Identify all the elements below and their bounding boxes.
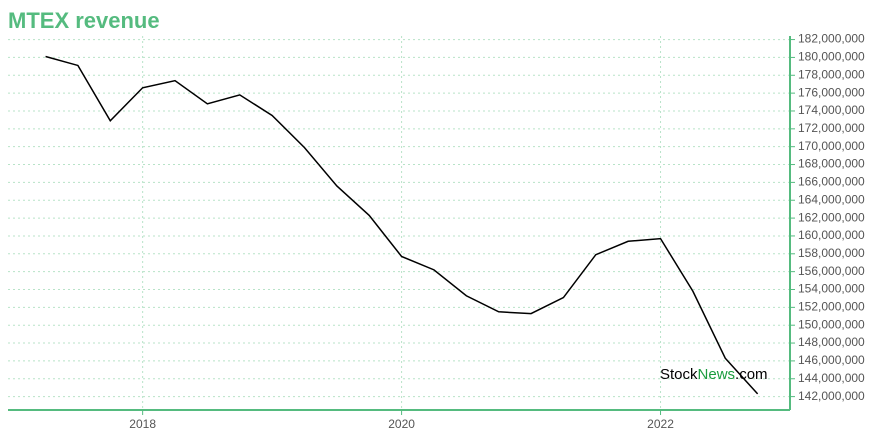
watermark: StockNews.com xyxy=(660,366,768,383)
line xyxy=(45,55,759,395)
y-tick-label: 156,000,000 xyxy=(798,264,865,278)
y-tick-label: 172,000,000 xyxy=(798,121,865,135)
watermark-part: News xyxy=(698,366,736,383)
y-tick-label: 150,000,000 xyxy=(798,317,865,331)
y-tick-label: 170,000,000 xyxy=(798,139,865,153)
y-tick-label: 162,000,000 xyxy=(798,210,865,224)
y-tick-label: 146,000,000 xyxy=(798,353,865,367)
y-tick-label: 166,000,000 xyxy=(798,175,865,189)
y-tick-label: 148,000,000 xyxy=(798,335,865,349)
y-tick-label: 182,000,000 xyxy=(798,32,865,46)
y-tick-label: 144,000,000 xyxy=(798,371,865,385)
y-tick-label: 142,000,000 xyxy=(798,389,865,403)
y-tick-label: 158,000,000 xyxy=(798,246,865,260)
x-tick-label: 2020 xyxy=(388,417,415,431)
x-tick-label: 2022 xyxy=(647,417,674,431)
chart-title: MTEX revenue xyxy=(8,8,160,33)
watermark-part: Stock xyxy=(660,366,698,383)
y-tick-label: 178,000,000 xyxy=(798,67,865,81)
y-tick-label: 154,000,000 xyxy=(798,282,865,296)
x-tick-label: 2018 xyxy=(129,417,156,431)
y-tick-label: 174,000,000 xyxy=(798,103,865,117)
y-tick-label: 176,000,000 xyxy=(798,85,865,99)
y-tick-label: 160,000,000 xyxy=(798,228,865,242)
y-tick-label: 180,000,000 xyxy=(798,50,865,64)
y-tick-label: 164,000,000 xyxy=(798,192,865,206)
grid xyxy=(8,36,790,410)
y-tick-label: 168,000,000 xyxy=(798,157,865,171)
y-tick-label: 152,000,000 xyxy=(798,300,865,314)
